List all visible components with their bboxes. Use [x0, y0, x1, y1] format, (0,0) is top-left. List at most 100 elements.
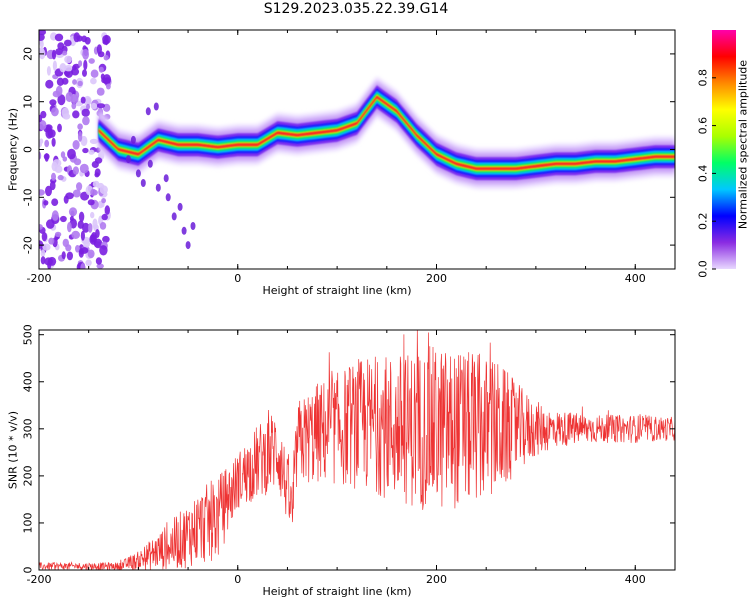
noise-blob: [71, 102, 77, 110]
artifact-blob: [125, 155, 131, 164]
noise-blob: [80, 230, 85, 241]
noise-blob: [68, 207, 78, 217]
noise-blob: [99, 245, 108, 256]
artifact-blob: [181, 226, 187, 235]
artifact-blob: [190, 222, 196, 230]
ridge-contour: [98, 92, 675, 173]
noise-blob: [101, 198, 106, 204]
noise-blob: [61, 77, 69, 85]
noise-blob: [83, 95, 92, 106]
y-tick-label: 400: [22, 371, 35, 392]
noise-blob: [72, 79, 77, 85]
noise-blob: [40, 249, 46, 257]
noise-blob: [62, 50, 68, 56]
x-tick-label: 0: [234, 272, 241, 285]
artifact-blob: [135, 169, 141, 178]
artifact-blob: [155, 183, 161, 192]
noise-blob: [78, 248, 84, 258]
noise-blob: [104, 205, 111, 215]
noise-blob: [101, 213, 108, 221]
noise-blob: [59, 62, 67, 73]
noise-blob: [82, 116, 90, 126]
noise-blob: [79, 163, 89, 174]
ridge-contour: [98, 85, 675, 181]
ridge-band: [98, 76, 675, 189]
x-tick-label: -200: [27, 272, 52, 285]
noise-blob: [63, 39, 72, 47]
noise-blob: [54, 33, 64, 42]
noise-blob: [71, 230, 80, 239]
x-axis-label: Height of straight line (km): [262, 284, 411, 297]
noise-blob: [63, 195, 69, 204]
noise-blob: [87, 199, 95, 206]
x-axis-label: Height of straight line (km): [262, 585, 411, 598]
noise-blob: [39, 33, 45, 41]
noise-blob: [88, 58, 95, 64]
noise-blob: [77, 123, 83, 130]
artifact-blob: [140, 179, 146, 187]
noise-blob: [45, 124, 53, 131]
colorbar-tick-label: 0.2: [697, 212, 710, 230]
noise-blob: [89, 138, 98, 144]
noise-blob: [92, 180, 100, 188]
noise-blob: [44, 153, 49, 162]
noise-blob: [80, 135, 88, 147]
noise-blob: [80, 263, 86, 269]
noise-region: [39, 30, 112, 269]
y-axis-label: SNR (10 * v/v): [7, 411, 20, 489]
noise-blob: [72, 189, 81, 198]
noise-blob: [86, 103, 90, 110]
noise-blob: [77, 131, 83, 142]
artifact-blob: [163, 174, 169, 183]
noise-blob: [39, 120, 47, 131]
noise-blob: [95, 257, 102, 265]
colorbar-tick-label: 0.4: [697, 165, 710, 183]
noise-blob: [85, 259, 92, 267]
noise-blob: [46, 219, 55, 229]
chart-title: S129.2023.035.22.39.G14: [263, 1, 449, 17]
y-tick-label: 0: [22, 567, 35, 574]
noise-blob: [62, 113, 71, 120]
noise-blob: [64, 55, 72, 64]
x-tick-label: 0: [234, 573, 241, 586]
artifact-blob: [153, 102, 159, 111]
noise-blob: [48, 237, 55, 245]
noise-blob: [39, 189, 45, 196]
noise-blob: [46, 66, 51, 76]
noise-blob: [51, 172, 56, 181]
noise-blob: [39, 47, 45, 53]
noise-blob: [51, 210, 59, 221]
noise-blob: [55, 48, 63, 56]
artifact-blob: [130, 135, 136, 144]
noise-blob: [44, 139, 50, 148]
noise-blob: [55, 85, 63, 96]
y-tick-label: 500: [22, 324, 35, 345]
noise-blob: [96, 263, 104, 269]
noise-blob: [102, 235, 110, 243]
noise-blob: [71, 67, 80, 76]
noise-blob: [64, 65, 73, 72]
y-tick-label: -10: [22, 188, 35, 206]
colorbar-tick-label: 0.8: [697, 69, 710, 87]
noise-blob: [45, 79, 54, 89]
noise-blob: [82, 48, 89, 60]
noise-blob: [83, 59, 88, 71]
noise-blob: [75, 245, 80, 253]
y-tick-label: 200: [22, 465, 35, 486]
noise-blob: [60, 215, 67, 223]
ridge-contour: [98, 95, 675, 171]
noise-blob: [42, 243, 51, 251]
colorbar-tick-label: 0.0: [697, 260, 710, 278]
noise-blob: [39, 151, 42, 160]
noise-blob: [81, 108, 90, 117]
noise-blob: [72, 166, 79, 175]
artifact-blob: [177, 202, 183, 211]
snr-series-line: [39, 330, 675, 570]
noise-blob: [87, 249, 95, 259]
noise-blob: [78, 211, 85, 222]
noise-blob: [60, 151, 66, 159]
x-tick-label: 200: [426, 573, 447, 586]
y-tick-label: 10: [22, 95, 35, 109]
